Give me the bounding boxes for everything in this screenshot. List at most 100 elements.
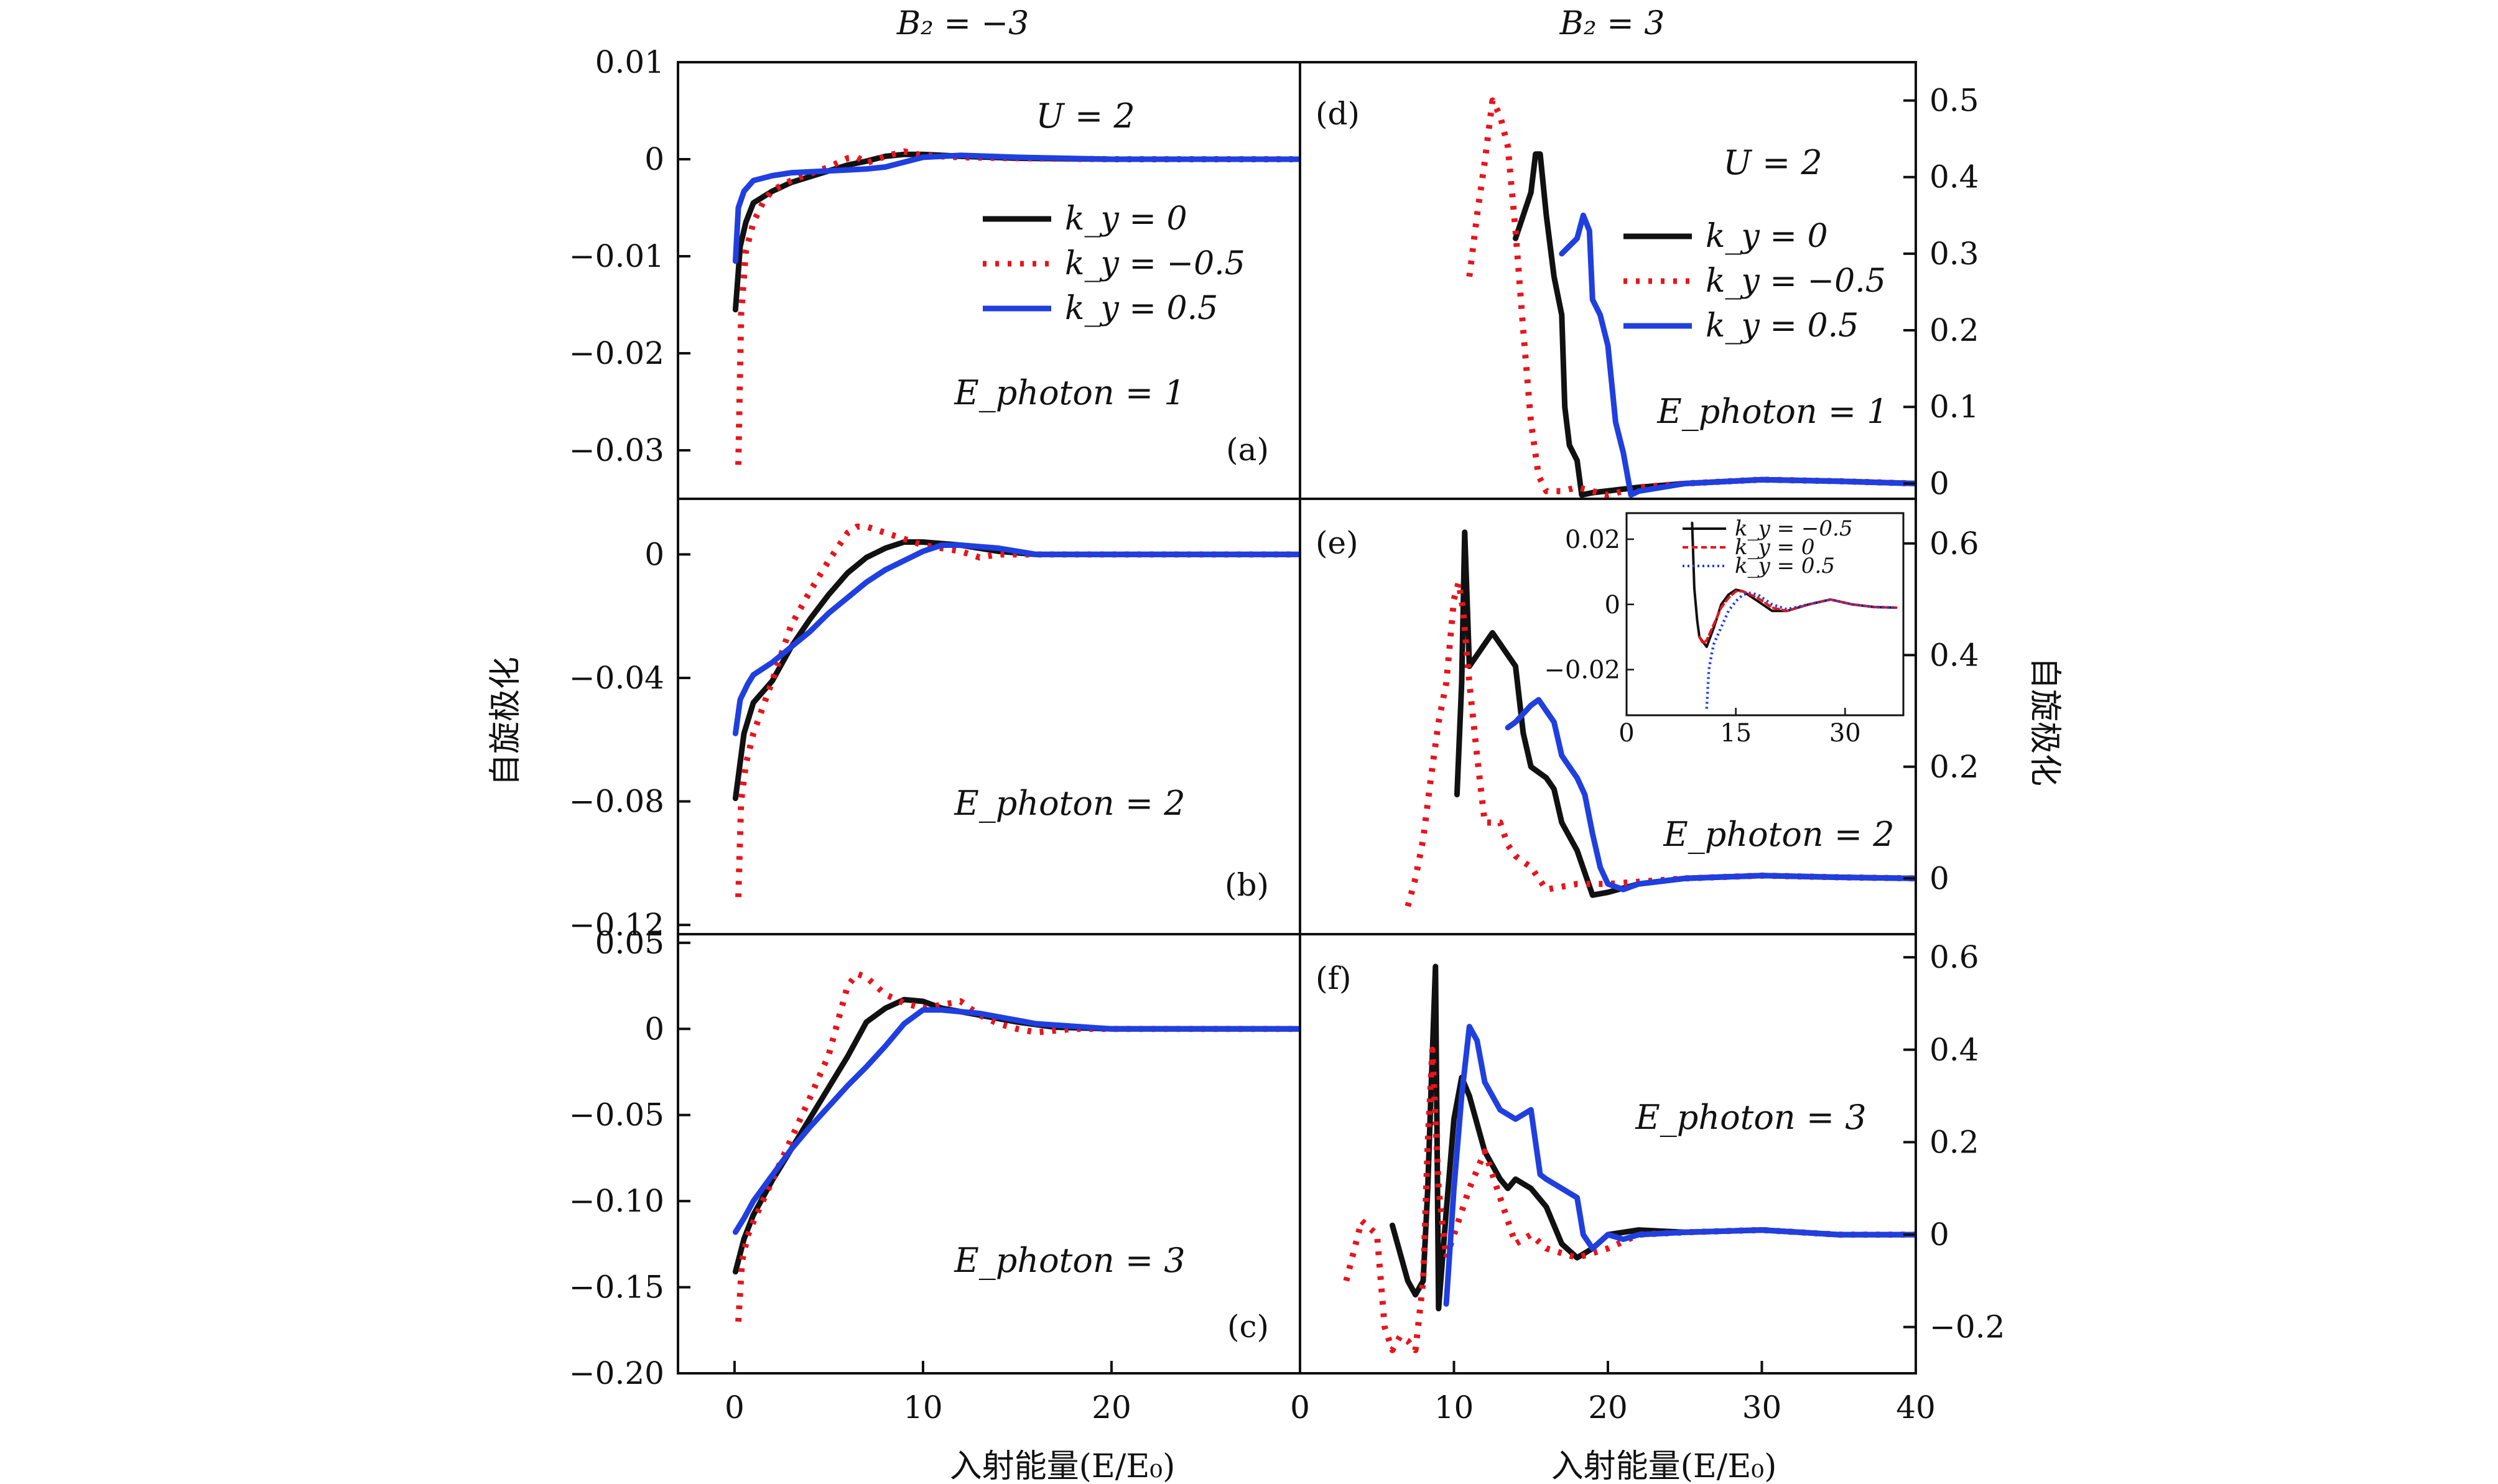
panel-a-ytick-label: −0.02 (569, 335, 664, 371)
panel-d-ytick-label: 0.5 (1929, 83, 1979, 119)
panel-c-series-2-line (732, 1007, 1300, 1235)
panel-inset-series-1-line (1698, 590, 1898, 645)
panel-d-series-2-line (1559, 212, 1916, 498)
panel-c-ytick-label: −0.15 (569, 1269, 664, 1305)
panel-d-legend-label: k_y = 0.5 (1706, 307, 1859, 345)
panel-f-xtick-label: 10 (1434, 1389, 1474, 1426)
panel-f-ytick-label: 0.4 (1929, 1032, 1979, 1068)
panel-a-ytick-label: 0.01 (595, 44, 664, 80)
panel-inset-legend-label: k_y = −0.5 (1735, 516, 1852, 541)
panel-inset-series-2-line (1705, 591, 1897, 709)
panel-f-ytick-label: 0.2 (1929, 1124, 1979, 1160)
panel-b-annotation: E_photon = 2 (954, 784, 1185, 823)
panel-f-xtick-label: 0 (1290, 1389, 1310, 1426)
panel-inset-ytick-label: 0 (1605, 591, 1620, 619)
y-axis-label-left: 自旋极化 (487, 657, 524, 786)
y-axis-label-right: 自旋极化 (2026, 657, 2063, 786)
panel-d-legend-label: k_y = −0.5 (1706, 262, 1886, 300)
panel-f-plot-area (1343, 963, 1916, 1353)
panel-c-xtick-label: 0 (725, 1389, 745, 1426)
panel-d-annotation: U = 2 (1723, 143, 1822, 182)
panel-b-ytick-label: −0.08 (569, 784, 664, 820)
panel-f-series-2-line (1443, 1024, 1916, 1307)
panel-f-xtick-label: 20 (1588, 1389, 1628, 1426)
column-title-right: B₂ = 3 (1559, 5, 1665, 42)
panel-a-annotation: U = 2 (1036, 96, 1135, 136)
panel-d-legend-label: k_y = 0 (1706, 218, 1828, 255)
panel-a-ytick-label: −0.01 (569, 238, 664, 274)
panel-a-series-2-line (732, 152, 1300, 264)
panel-c-series-0-line (732, 996, 1300, 1275)
panel-f-ytick-label: −0.2 (1929, 1309, 2005, 1345)
panel-d-ytick-label: 0.1 (1929, 389, 1979, 425)
panel-f-label: (f) (1316, 960, 1352, 996)
panel-c-series-1-line (735, 970, 1300, 1322)
panel-b-label: (b) (1225, 867, 1269, 903)
panel-a-legend-label: k_y = 0.5 (1065, 290, 1218, 327)
panel-inset-legend-label: k_y = 0 (1735, 535, 1815, 560)
inset-layer: 0.02 0 −0.02 0 15 30 k_y = −0.5k_y = 0k_y = 0.… (1544, 512, 1905, 748)
panel-e-label: (e) (1316, 525, 1358, 561)
panel-b-ytick-label: −0.12 (569, 907, 664, 943)
panel-a-legend-label: k_y = −0.5 (1065, 245, 1245, 282)
panel-d-series-1-line (1466, 97, 1916, 498)
panel-inset-legend-label: k_y = 0.5 (1735, 554, 1835, 578)
panel-c-ytick-label: 0.05 (595, 925, 664, 961)
column-title-left: B₂ = −3 (896, 5, 1029, 42)
inset-background (1627, 513, 1903, 715)
panel-inset-xtick-label: 15 (1720, 719, 1752, 748)
panel-inset-ytick-label: −0.02 (1544, 656, 1620, 685)
panel-inset-xtick-label: 30 (1829, 719, 1861, 748)
panel-f-frame (1299, 933, 1917, 1375)
panel-a-ytick-label: −0.03 (569, 432, 664, 468)
panel-d-annotation: E_photon = 1 (1656, 392, 1888, 431)
panel-c-xtick-label: 10 (903, 1389, 943, 1426)
panel-c-xtick-label-right-end: 0 (1290, 1389, 1310, 1426)
panel-b-series-2-line (732, 542, 1300, 736)
panel-a-legend-label: k_y = 0 (1065, 200, 1187, 238)
panel-c-frame (677, 933, 1301, 1375)
panel-inset-xtick-label: 0 (1618, 719, 1634, 748)
panel-f-ytick-label: 0 (1929, 1217, 1949, 1253)
panel-e-ytick-label: 0.6 (1929, 526, 1979, 562)
panel-e-plot-area (1405, 529, 1916, 907)
panel-b-plot-area (732, 523, 1300, 897)
panel-inset-ytick-label: 0.02 (1565, 526, 1620, 554)
panel-c-annotation: E_photon = 3 (954, 1241, 1185, 1280)
panel-a-plot-area (732, 148, 1300, 465)
text-layer: B₂ = −3 B₂ = 3 自旋极化 自旋极化 入射能量(E/E₀) 入射能量… (487, 5, 2063, 1484)
panel-b-ytick-label: 0 (644, 536, 664, 572)
panel-d-ytick-label: 0.2 (1929, 312, 1979, 348)
panel-a-label: (a) (1226, 432, 1269, 468)
panel-f-xtick-label: 40 (1896, 1389, 1936, 1426)
plot-data-layer (732, 97, 1916, 1353)
axes-frames-layer (677, 61, 1917, 1375)
panel-inset-plot-area (1691, 521, 1898, 709)
panel-f-series-0-line (1390, 963, 1916, 1312)
panel-e-series-2-line (1505, 697, 1916, 893)
panel-e-ytick-label: 0.2 (1929, 749, 1979, 785)
panel-e-annotation: E_photon = 2 (1663, 815, 1894, 854)
panel-c-ytick-label: −0.20 (569, 1355, 664, 1391)
panel-d-ytick-label: 0.4 (1929, 159, 1979, 195)
panel-d-label: (d) (1316, 96, 1360, 132)
panel-c-xtick-label: 20 (1092, 1389, 1131, 1426)
panel-d-ytick-label: 0 (1929, 465, 1949, 501)
panel-c-ytick-label: −0.10 (569, 1183, 664, 1219)
panel-b-frame (677, 498, 1301, 935)
panel-b-series-1-line (735, 523, 1300, 897)
panel-c-ytick-label: −0.05 (569, 1097, 664, 1133)
panel-a-annotation: E_photon = 1 (954, 373, 1185, 412)
ticks-layer (678, 61, 1917, 1375)
panel-f-annotation: E_photon = 3 (1635, 1098, 1866, 1137)
panel-e-ytick-label: 0 (1929, 860, 1949, 896)
panel-d-plot-area (1466, 97, 1916, 498)
panel-a-ytick-label: 0 (644, 141, 664, 177)
panel-f-xtick-label: 30 (1742, 1389, 1782, 1426)
panel-inset-frame (1625, 512, 1905, 716)
panel-c-ytick-label: 0 (644, 1011, 664, 1047)
x-axis-label-right: 入射能量(E/E₀) (1551, 1448, 1777, 1484)
panel-d-ytick-label: 0.3 (1929, 236, 1979, 272)
panel-e-ytick-label: 0.4 (1929, 637, 1979, 673)
